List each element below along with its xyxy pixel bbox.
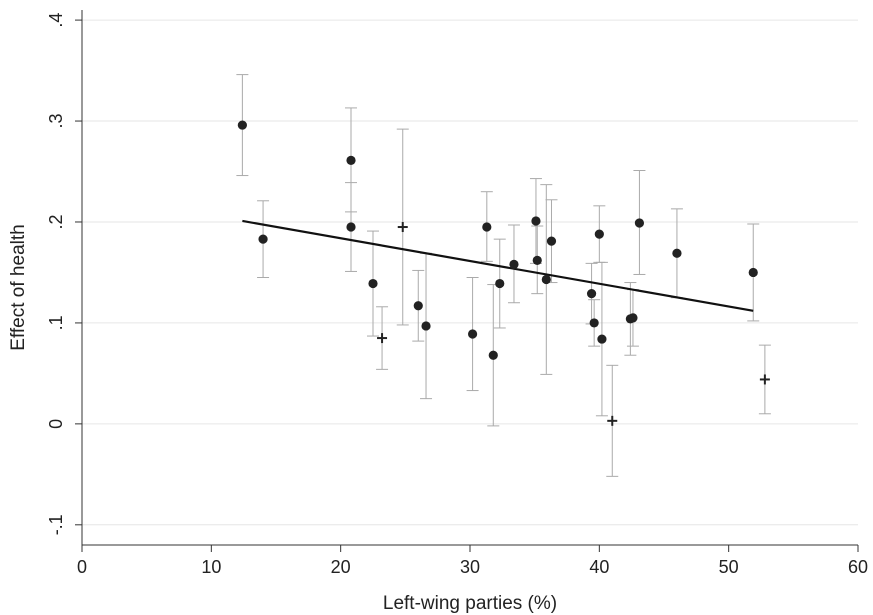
data-point	[421, 321, 430, 330]
data-point	[346, 156, 355, 165]
data-point	[531, 216, 540, 225]
axes	[75, 10, 858, 552]
data-point	[590, 318, 599, 327]
data-point	[368, 279, 377, 288]
data-point	[749, 268, 758, 277]
data-point	[495, 279, 504, 288]
data-point	[595, 229, 604, 238]
y-tick-label: .3	[46, 114, 66, 129]
data-point-plus	[760, 374, 770, 384]
x-tick-label: 60	[848, 557, 868, 577]
data-point-plus	[377, 333, 387, 343]
data-point	[346, 222, 355, 231]
data-point	[587, 289, 596, 298]
x-tick-label: 50	[719, 557, 739, 577]
data-point	[482, 222, 491, 231]
x-axis-title: Left-wing parties (%)	[383, 593, 557, 614]
y-tick-label: .4	[46, 13, 66, 28]
y-axis-title: Effect of health	[8, 224, 29, 350]
data-points	[238, 120, 770, 425]
x-tick-label: 20	[331, 557, 351, 577]
x-tick-label: 30	[460, 557, 480, 577]
x-tick-label: 10	[201, 557, 221, 577]
error-bars	[236, 75, 771, 477]
y-tick-label: .2	[46, 214, 66, 229]
data-point	[547, 237, 556, 246]
data-point	[509, 260, 518, 269]
data-point	[468, 329, 477, 338]
data-point	[628, 313, 637, 322]
x-tick-label: 40	[589, 557, 609, 577]
data-point	[597, 334, 606, 343]
gridlines	[82, 20, 858, 525]
data-point	[489, 351, 498, 360]
data-point	[238, 120, 247, 129]
data-point	[414, 301, 423, 310]
data-point	[258, 235, 267, 244]
data-point	[542, 275, 551, 284]
x-tick-label: 0	[77, 557, 87, 577]
y-tick-label: 0	[46, 419, 66, 429]
y-tick-label: .1	[46, 315, 66, 330]
data-point	[635, 218, 644, 227]
data-point	[672, 249, 681, 258]
data-point	[533, 256, 542, 265]
y-tick-label: -.1	[46, 514, 66, 535]
data-point-plus	[398, 222, 408, 232]
tick-labels: -.1 0 .1 .2 .3 .4 0 10 20 30 40 50 60	[46, 13, 868, 577]
